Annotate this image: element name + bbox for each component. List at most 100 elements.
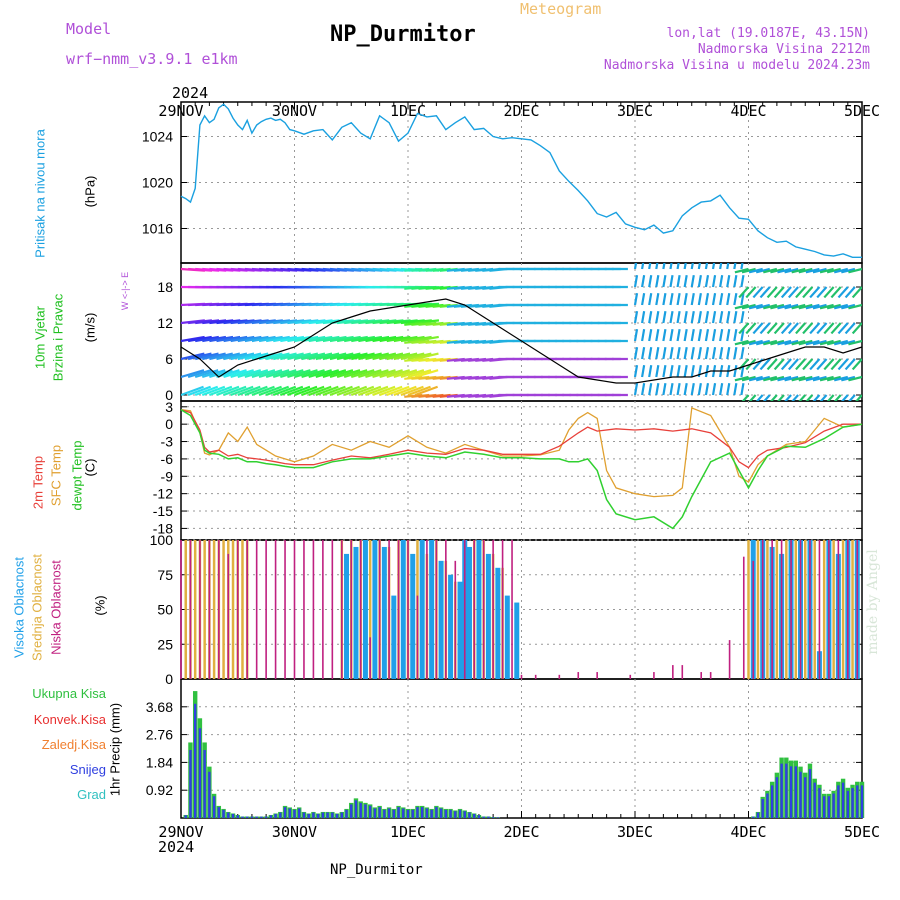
wind-arrow xyxy=(633,274,639,288)
precip-snow-bar xyxy=(827,796,831,818)
wind-arrow xyxy=(662,310,667,324)
wind-arrow xyxy=(711,346,717,360)
precip-snow-bar xyxy=(359,803,362,818)
precip-snow-bar xyxy=(274,813,277,818)
precip-snow-bar xyxy=(473,813,476,818)
wind-arrow xyxy=(201,369,226,379)
wind-arrow xyxy=(719,310,724,324)
cloud-bar xyxy=(416,595,419,679)
wind-arrow xyxy=(201,385,226,397)
wind-arrow xyxy=(733,274,738,288)
wind-arrow xyxy=(336,352,361,361)
wind-arrow xyxy=(830,286,842,299)
year-top: 2024 xyxy=(172,84,209,102)
wind-arrow xyxy=(265,369,290,379)
y-tick-label: -6 xyxy=(161,451,174,467)
wind-arrow xyxy=(358,369,382,379)
wind-arrow xyxy=(711,310,717,324)
precip-snow-bar xyxy=(761,798,764,818)
pressure-series-line xyxy=(180,103,862,258)
cloud-bar xyxy=(208,540,211,679)
wind-arrow xyxy=(734,339,749,346)
wind-arrow xyxy=(780,322,792,335)
wind-arrow xyxy=(795,286,807,299)
wind-arrow xyxy=(740,328,745,342)
wind-arrow xyxy=(802,286,814,299)
wind-arrow xyxy=(386,352,411,361)
x-tick-label-top: 2DEC xyxy=(503,102,539,120)
wind-arrow xyxy=(830,358,842,371)
wind-arrow xyxy=(844,322,856,335)
wind-arrow xyxy=(841,339,856,346)
cloud-bar xyxy=(368,540,372,679)
wind-arrow xyxy=(655,274,660,288)
wind-arrow xyxy=(791,339,806,346)
cloud-bar xyxy=(457,581,463,679)
y-tick-label: -9 xyxy=(161,468,174,484)
wind-arrow xyxy=(734,267,749,274)
precip-conv-label: Konvek.Kisa xyxy=(33,712,106,727)
x-tick-label-bottom: 30NOV xyxy=(272,823,317,841)
precip-snow-bar xyxy=(331,812,334,818)
wind-arrow xyxy=(393,369,418,379)
wind-arrow xyxy=(648,346,653,360)
precip-snow-bar xyxy=(487,816,490,818)
wind-arrow xyxy=(414,369,439,379)
wind-arrow xyxy=(662,382,667,396)
wind-arrow xyxy=(805,339,820,346)
wind-arrow xyxy=(386,385,410,397)
cloud-bar xyxy=(372,540,378,679)
wind-arrow xyxy=(752,322,764,335)
wind-arrow xyxy=(336,385,360,397)
precip-snow-bar xyxy=(189,750,192,818)
precip-snow-label: Snijeg xyxy=(69,762,106,777)
wind-arrow xyxy=(802,322,814,335)
wind-arrow xyxy=(780,286,792,299)
wind-arrow xyxy=(851,286,862,299)
wind-arrow xyxy=(357,385,382,397)
cloud-bar xyxy=(752,560,755,679)
precip-snow-bar xyxy=(756,812,760,818)
y-tick-label: -18 xyxy=(153,520,173,536)
wind-arrow xyxy=(308,335,333,343)
precip-snow-bar xyxy=(416,807,419,818)
wind-arrow xyxy=(748,339,763,346)
wind-arrow xyxy=(841,375,856,382)
wind-arrow xyxy=(279,369,304,379)
precip-snow-bar xyxy=(491,817,495,818)
wind-arrow xyxy=(244,385,268,397)
cloud-bar xyxy=(790,540,792,679)
wind-arrow xyxy=(181,352,205,361)
cloud-bar xyxy=(429,540,435,679)
precip-snow-bar xyxy=(770,785,774,818)
wind-arrow xyxy=(669,328,674,342)
wind-arrow xyxy=(826,375,841,382)
wind-arrow xyxy=(230,369,254,379)
cloud-bar xyxy=(236,540,239,679)
cloud-bar xyxy=(445,540,447,679)
wind-arrow xyxy=(669,263,673,270)
wind-arrow xyxy=(662,292,667,306)
wind-arrow xyxy=(840,394,849,401)
wind-arrow xyxy=(244,335,269,343)
wind-arrow xyxy=(208,385,233,397)
wind-arrow xyxy=(641,382,646,396)
wind-arrow xyxy=(802,358,814,371)
wind-arrow xyxy=(655,263,659,270)
wind-arrow xyxy=(372,335,397,343)
precip-snow-bar xyxy=(851,788,854,818)
cloud-bar xyxy=(520,674,523,679)
wind-arrow xyxy=(837,322,849,335)
wind-arrow xyxy=(770,303,785,310)
cloud-bar xyxy=(653,672,655,679)
wind-arrow xyxy=(223,335,248,343)
wind-arrow xyxy=(826,303,841,310)
y-tick-label: 1024 xyxy=(142,129,173,145)
wind-arrow xyxy=(848,267,862,274)
wind-arrow xyxy=(784,339,799,346)
cloud-bar xyxy=(400,540,406,679)
wind-arrow xyxy=(784,394,792,401)
wind-arrow xyxy=(676,346,681,360)
wind-arrow xyxy=(837,286,849,299)
